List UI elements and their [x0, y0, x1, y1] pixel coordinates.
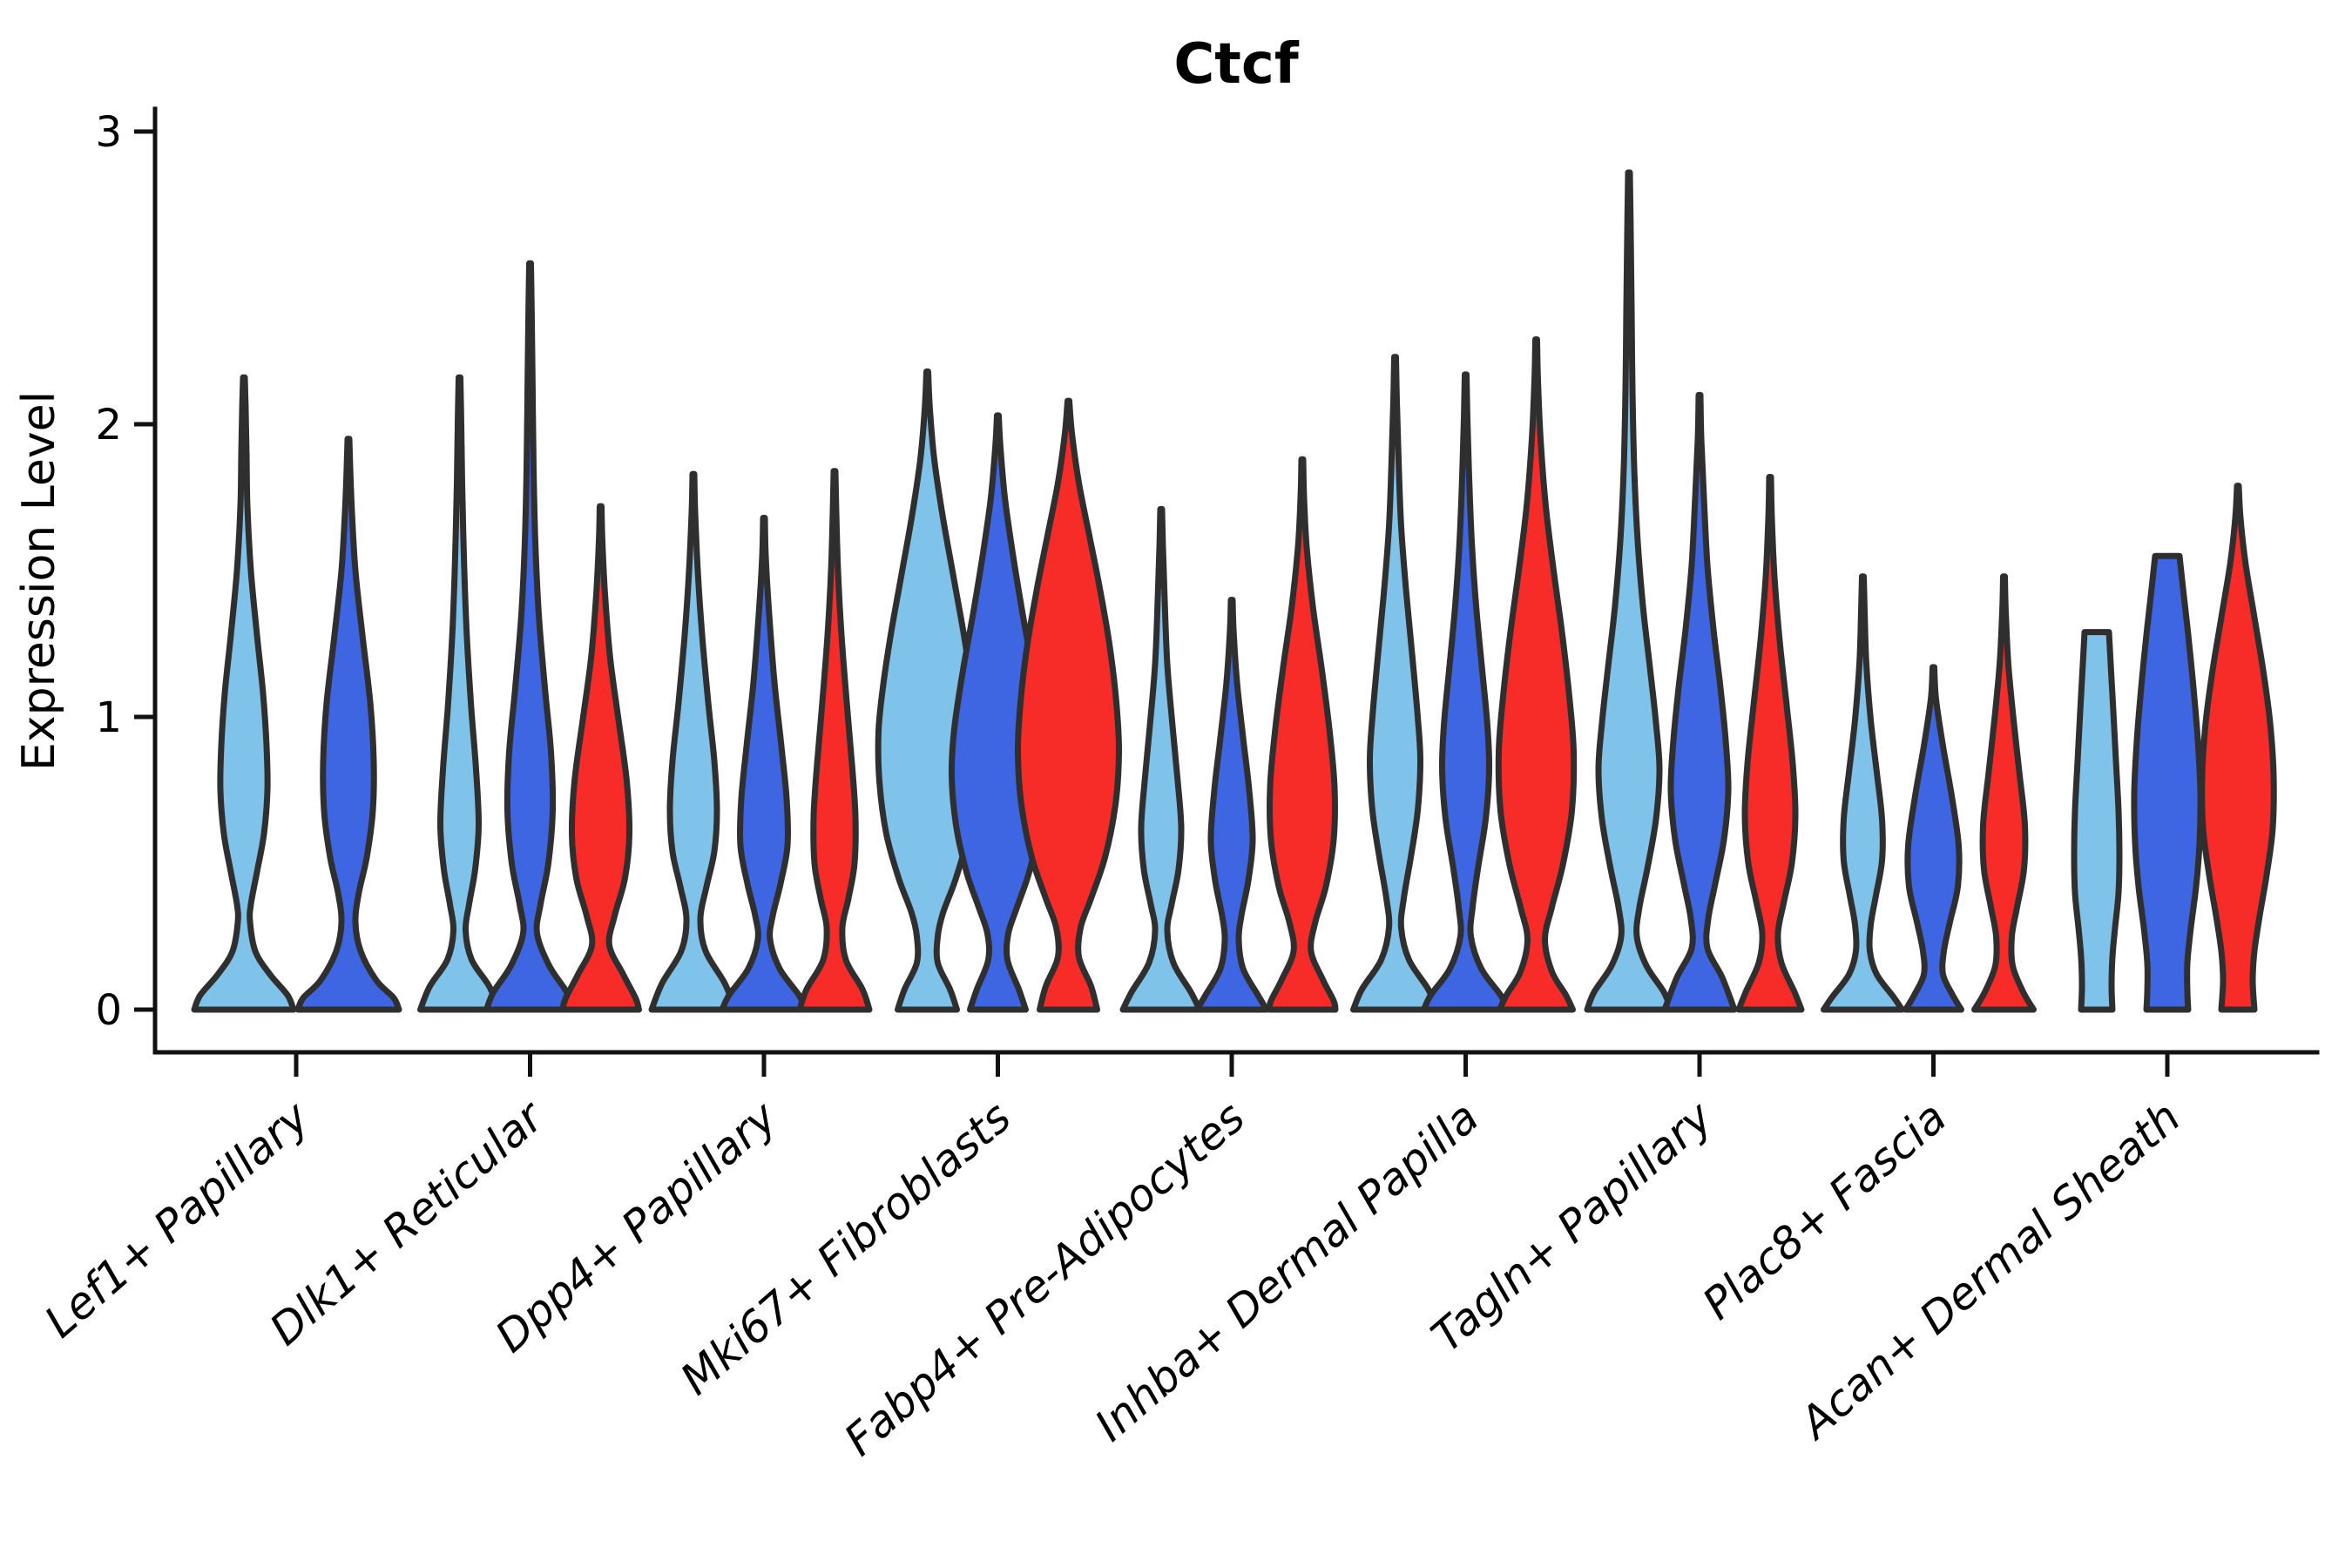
violin-acan-dermal-sheath-royal_blue	[2131, 552, 2204, 1013]
violin-fabp4-pre-adipocytes-light_blue	[1119, 505, 1203, 1013]
y-axis-label: Expression Level	[13, 391, 65, 771]
violins-layer	[191, 169, 2277, 1013]
violin-plac8-fascia-royal_blue	[1903, 664, 1964, 1013]
violin-fabp4-pre-adipocytes-red	[1266, 456, 1339, 1013]
violin-dpp4-papillary-light_blue	[648, 470, 739, 1013]
violin-mki67-fibroblasts-red	[1014, 397, 1123, 1013]
violin-inhba-dermal-papilla-royal_blue	[1421, 371, 1511, 1013]
violin-mki67-fibroblasts-light_blue	[875, 368, 980, 1013]
violin-acan-dermal-sheath-light_blue	[2071, 629, 2123, 1013]
violin-acan-dermal-sheath-red	[2199, 483, 2277, 1013]
violin-dlk1-reticular-light_blue	[417, 374, 502, 1013]
violin-lef1-papillary-light_blue	[191, 374, 297, 1013]
violin-dpp4-papillary-royal_blue	[719, 515, 809, 1013]
chart-title: Ctcf	[1173, 32, 1300, 97]
violin-tagln-papillary-royal_blue	[1661, 391, 1738, 1013]
y-tick-label: 3	[95, 108, 122, 157]
y-tick-label: 2	[95, 401, 122, 449]
y-tick-label: 1	[95, 693, 122, 742]
violin-plac8-fascia-red	[1971, 573, 2037, 1013]
axes-layer	[134, 106, 2320, 1077]
violin-lef1-papillary-royal_blue	[294, 436, 402, 1013]
violin-dlk1-reticular-red	[559, 503, 642, 1013]
violin-dlk1-reticular-royal_blue	[483, 260, 577, 1013]
violin-dpp4-papillary-red	[796, 468, 873, 1013]
violin-inhba-dermal-papilla-light_blue	[1350, 354, 1440, 1013]
y-tick-label: 0	[95, 986, 122, 1035]
violin-plac8-fascia-light_blue	[1821, 573, 1905, 1013]
violin-tagln-papillary-light_blue	[1584, 169, 1674, 1013]
violin-tagln-papillary-red	[1735, 474, 1805, 1013]
violin-fabp4-pre-adipocytes-royal_blue	[1193, 597, 1270, 1013]
violin-inhba-dermal-papilla-red	[1495, 336, 1578, 1013]
